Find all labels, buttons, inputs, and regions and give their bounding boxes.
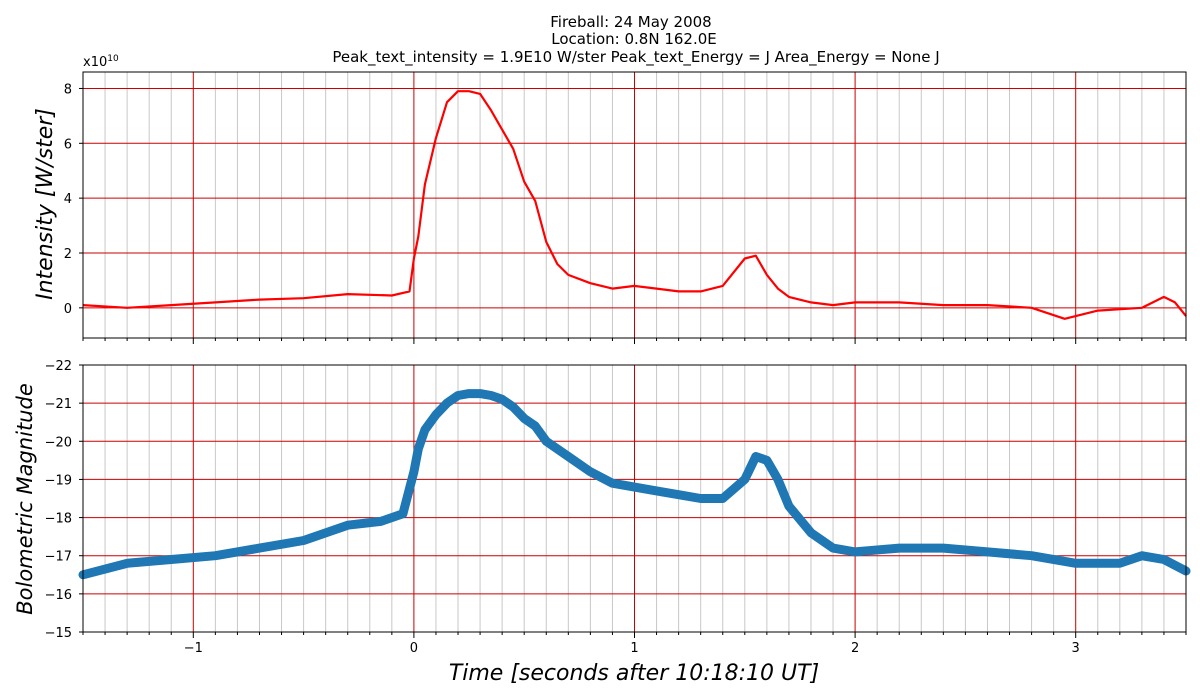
- time-x-tick-label: 3: [1072, 641, 1080, 656]
- magnitude-y-tick-label: −18: [45, 512, 72, 527]
- magnitude-panel: −22 −21 −20 −19 −18 −17 −16 −15 −1 0 1 2 3 Bolometri…: [13, 359, 1191, 686]
- time-x-tick-label: −1: [184, 641, 203, 656]
- magnitude-ticks: −22 −21 −20 −19 −18 −17 −16 −15 −1 0 1 2 3: [45, 359, 1187, 656]
- chart-title-line-2: Location: 0.8N 162.0E: [551, 30, 717, 48]
- intensity-minor-grid: [82, 72, 1187, 338]
- magnitude-minor-grid: [82, 365, 1187, 632]
- magnitude-y-tick-label: −16: [45, 588, 72, 603]
- time-x-tick-label: 0: [410, 641, 418, 656]
- time-x-axis-label: Time [seconds after 10:18:10 UT]: [449, 661, 819, 686]
- magnitude-y-tick-label: −19: [45, 473, 72, 488]
- intensity-y-tick-label: 6: [64, 137, 72, 152]
- magnitude-y-tick-label: −22: [45, 359, 72, 374]
- magnitude-y-tick-label: −21: [45, 397, 72, 412]
- magnitude-y-tick-label: −20: [45, 435, 72, 450]
- magnitude-y-axis-label: Bolometric Magnitude: [13, 383, 37, 615]
- time-x-tick-label: 1: [630, 641, 638, 656]
- intensity-y-tick-label: 2: [64, 247, 72, 262]
- intensity-y-axis-label: Intensity [W/ster]: [33, 108, 58, 300]
- magnitude-line: [78, 389, 1191, 580]
- intensity-y-tick-label: 4: [64, 192, 72, 207]
- magnitude-frame: [82, 364, 1187, 633]
- intensity-y-tick-label: 0: [64, 302, 72, 317]
- time-x-tick-label: 2: [851, 641, 859, 656]
- magnitude-y-tick-label: −15: [45, 626, 72, 641]
- intensity-series: [82, 90, 1187, 320]
- intensity-frame: [82, 71, 1187, 339]
- chart-title-line-1: Fireball: 24 May 2008: [550, 13, 711, 31]
- intensity-panel: 0 2 4 6 8 x1010 Intensity [W/ster]: [33, 54, 1187, 344]
- intensity-line: [82, 90, 1187, 320]
- magnitude-series: [78, 389, 1191, 580]
- chart-title-line-3: Peak_text_intensity = 1.9E10 W/ster Peak…: [332, 48, 939, 67]
- intensity-y-tick-label: 8: [64, 82, 72, 97]
- intensity-exponent-label: x1010: [83, 54, 119, 70]
- magnitude-y-tick-label: −17: [45, 550, 72, 565]
- intensity-major-grid: [83, 72, 1186, 338]
- intensity-ticks: 0 2 4 6 8: [64, 82, 1187, 344]
